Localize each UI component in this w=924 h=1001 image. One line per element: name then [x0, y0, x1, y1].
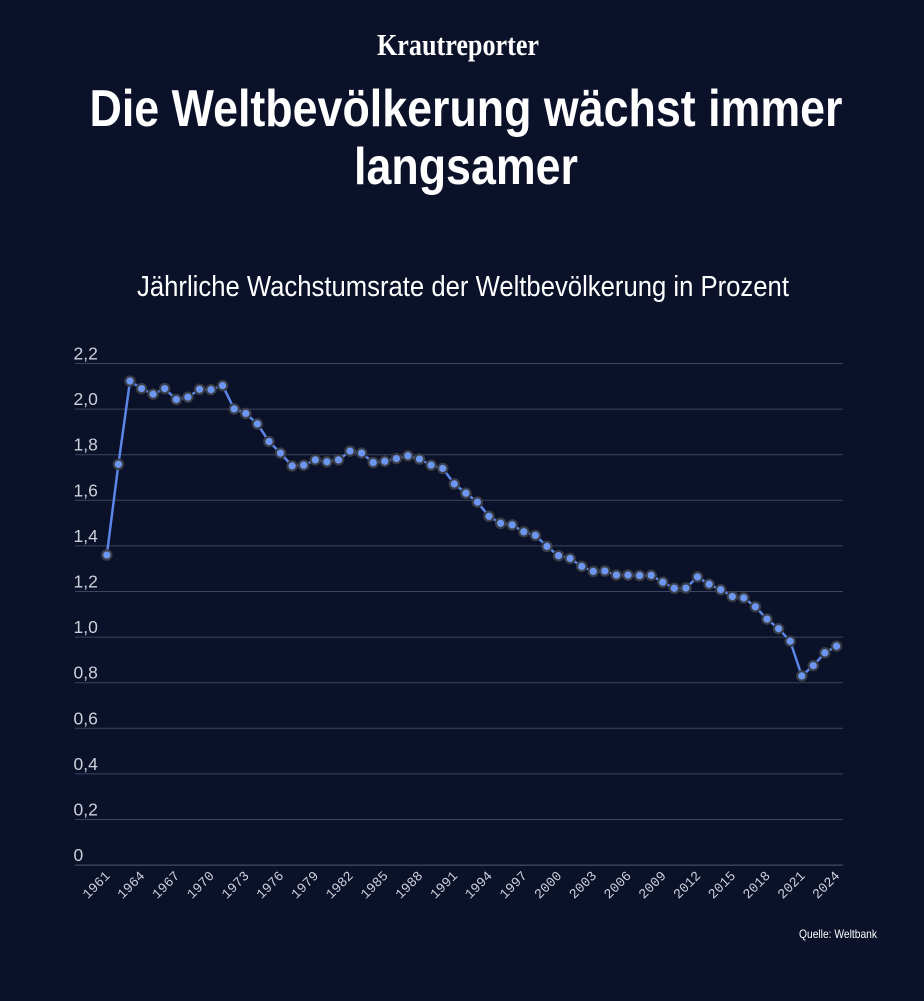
svg-text:1,2: 1,2 — [74, 572, 98, 592]
svg-text:1961: 1961 — [81, 869, 115, 903]
svg-text:Quelle: Weltbank: Quelle: Weltbank — [799, 927, 878, 941]
svg-text:2018: 2018 — [741, 869, 775, 903]
svg-text:1994: 1994 — [463, 869, 497, 903]
svg-text:2024: 2024 — [810, 869, 844, 903]
svg-text:2000: 2000 — [532, 869, 566, 903]
svg-text:0,6: 0,6 — [74, 708, 98, 728]
svg-text:1982: 1982 — [324, 869, 358, 903]
svg-text:0: 0 — [74, 845, 84, 865]
svg-text:1964: 1964 — [115, 869, 149, 903]
svg-text:0,2: 0,2 — [74, 800, 98, 820]
svg-text:1991: 1991 — [428, 869, 462, 903]
svg-text:1967: 1967 — [150, 869, 184, 903]
svg-text:1976: 1976 — [254, 869, 288, 903]
svg-text:2,2: 2,2 — [74, 344, 98, 364]
svg-text:2015: 2015 — [706, 869, 740, 903]
svg-text:0,4: 0,4 — [74, 754, 99, 774]
svg-text:1988: 1988 — [393, 869, 427, 903]
svg-text:1,8: 1,8 — [74, 435, 98, 455]
svg-text:1,4: 1,4 — [74, 526, 99, 546]
svg-text:1973: 1973 — [220, 869, 254, 903]
svg-text:2021: 2021 — [776, 869, 810, 903]
svg-text:1985: 1985 — [359, 869, 393, 903]
svg-text:2006: 2006 — [602, 869, 636, 903]
svg-text:2003: 2003 — [567, 869, 601, 903]
svg-text:2009: 2009 — [637, 869, 671, 903]
svg-text:1,0: 1,0 — [74, 617, 99, 637]
svg-text:2012: 2012 — [671, 869, 705, 903]
svg-text:1979: 1979 — [289, 869, 323, 903]
svg-text:1970: 1970 — [185, 869, 219, 903]
svg-text:1997: 1997 — [498, 869, 532, 903]
svg-text:0,8: 0,8 — [74, 663, 98, 683]
svg-text:1,6: 1,6 — [74, 480, 98, 500]
svg-text:2,0: 2,0 — [74, 389, 99, 409]
